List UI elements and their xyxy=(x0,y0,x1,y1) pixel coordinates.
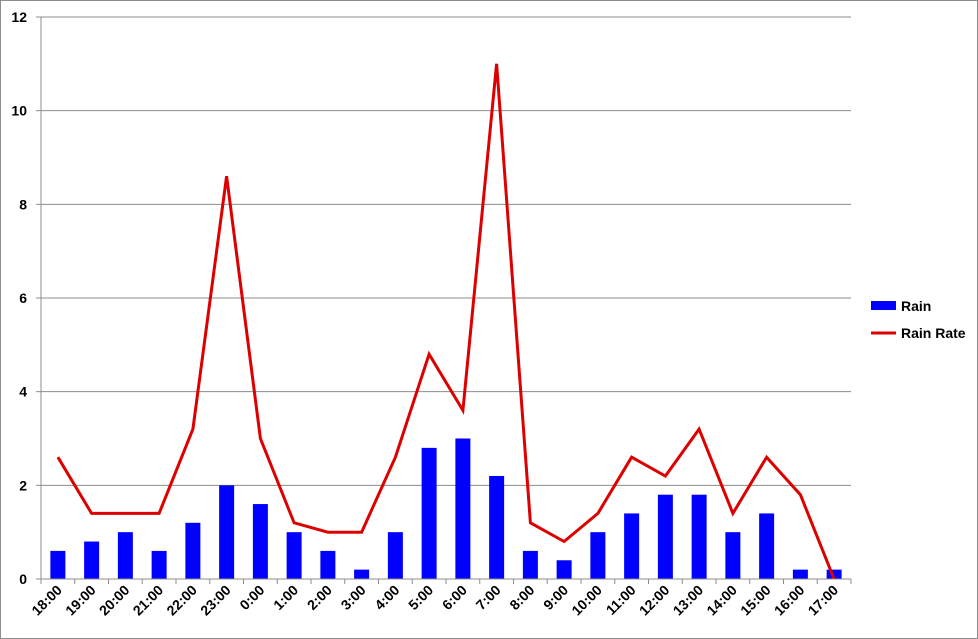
rain-bars xyxy=(50,438,842,579)
rain-bar xyxy=(691,494,707,579)
x-tick-label: 9:00 xyxy=(540,582,571,613)
x-tick-label: 1:00 xyxy=(270,582,301,613)
y-axis-ticks: 0 2 4 6 8 10 12 xyxy=(11,9,41,587)
gridlines xyxy=(41,16,851,486)
x-tick-label: 13:00 xyxy=(670,582,707,619)
rain-bar xyxy=(320,550,336,579)
legend-rain-rate-label: Rain Rate xyxy=(901,325,966,341)
x-tick-label: 21:00 xyxy=(130,582,167,619)
x-tick-label: 22:00 xyxy=(163,582,200,619)
rain-bar xyxy=(792,569,808,579)
rain-bar xyxy=(725,532,741,579)
x-tick-label: 5:00 xyxy=(405,582,436,613)
legend-rain-label: Rain xyxy=(901,298,931,314)
x-tick-label: 19:00 xyxy=(62,582,99,619)
y-tick-label: 8 xyxy=(19,196,27,212)
x-tick-label: 0:00 xyxy=(236,582,267,613)
x-tick-label: 2:00 xyxy=(304,582,335,613)
x-tick-label: 16:00 xyxy=(771,582,808,619)
x-tick-label: 8:00 xyxy=(506,582,537,613)
rain-bar xyxy=(826,569,842,579)
rain-bar xyxy=(556,560,572,579)
rain-rate-series-line xyxy=(56,63,836,580)
rain-bar xyxy=(84,541,100,579)
rain-bar xyxy=(455,438,471,579)
x-tick-label: 12:00 xyxy=(636,582,673,619)
y-tick-label: 10 xyxy=(11,103,27,119)
rain-bar xyxy=(759,513,775,579)
rain-bar xyxy=(590,532,606,579)
x-tick-label: 14:00 xyxy=(703,582,740,619)
rain-bar xyxy=(657,494,673,579)
rain-bar xyxy=(252,504,268,579)
rain-rate-line xyxy=(56,63,836,580)
rain-bar xyxy=(624,513,640,579)
legend: Rain Rain Rate xyxy=(871,298,966,341)
y-tick-label: 4 xyxy=(19,384,27,400)
y-tick-label: 0 xyxy=(19,571,27,587)
x-tick-label: 11:00 xyxy=(603,582,639,618)
x-tick-label: 7:00 xyxy=(473,582,504,613)
x-tick-label: 10:00 xyxy=(568,582,605,619)
x-tick-label: 20:00 xyxy=(96,582,133,619)
rain-bar xyxy=(489,475,505,579)
y-tick-label: 12 xyxy=(11,9,27,25)
y-tick-label: 2 xyxy=(19,477,27,493)
rain-bar xyxy=(387,532,403,579)
rain-bar xyxy=(185,522,201,579)
rain-bar xyxy=(117,532,133,579)
x-tick-label: 17:00 xyxy=(805,582,842,619)
rain-bar xyxy=(219,485,235,579)
rain-bar xyxy=(522,550,538,579)
rain-bar xyxy=(421,447,437,579)
x-tick-label: 6:00 xyxy=(439,582,470,613)
y-tick-label: 6 xyxy=(19,290,27,306)
x-tick-label: 18:00 xyxy=(28,582,65,619)
rain-bar xyxy=(151,550,167,579)
x-tick-label: 23:00 xyxy=(197,582,234,619)
rain-bar xyxy=(286,532,302,579)
x-tick-label: 4:00 xyxy=(371,582,402,613)
x-tick-label: 15:00 xyxy=(737,582,774,619)
rain-bar xyxy=(50,550,66,579)
rain-bar xyxy=(354,569,370,579)
legend-rain-swatch xyxy=(871,301,896,310)
x-tick-label: 3:00 xyxy=(338,582,369,613)
